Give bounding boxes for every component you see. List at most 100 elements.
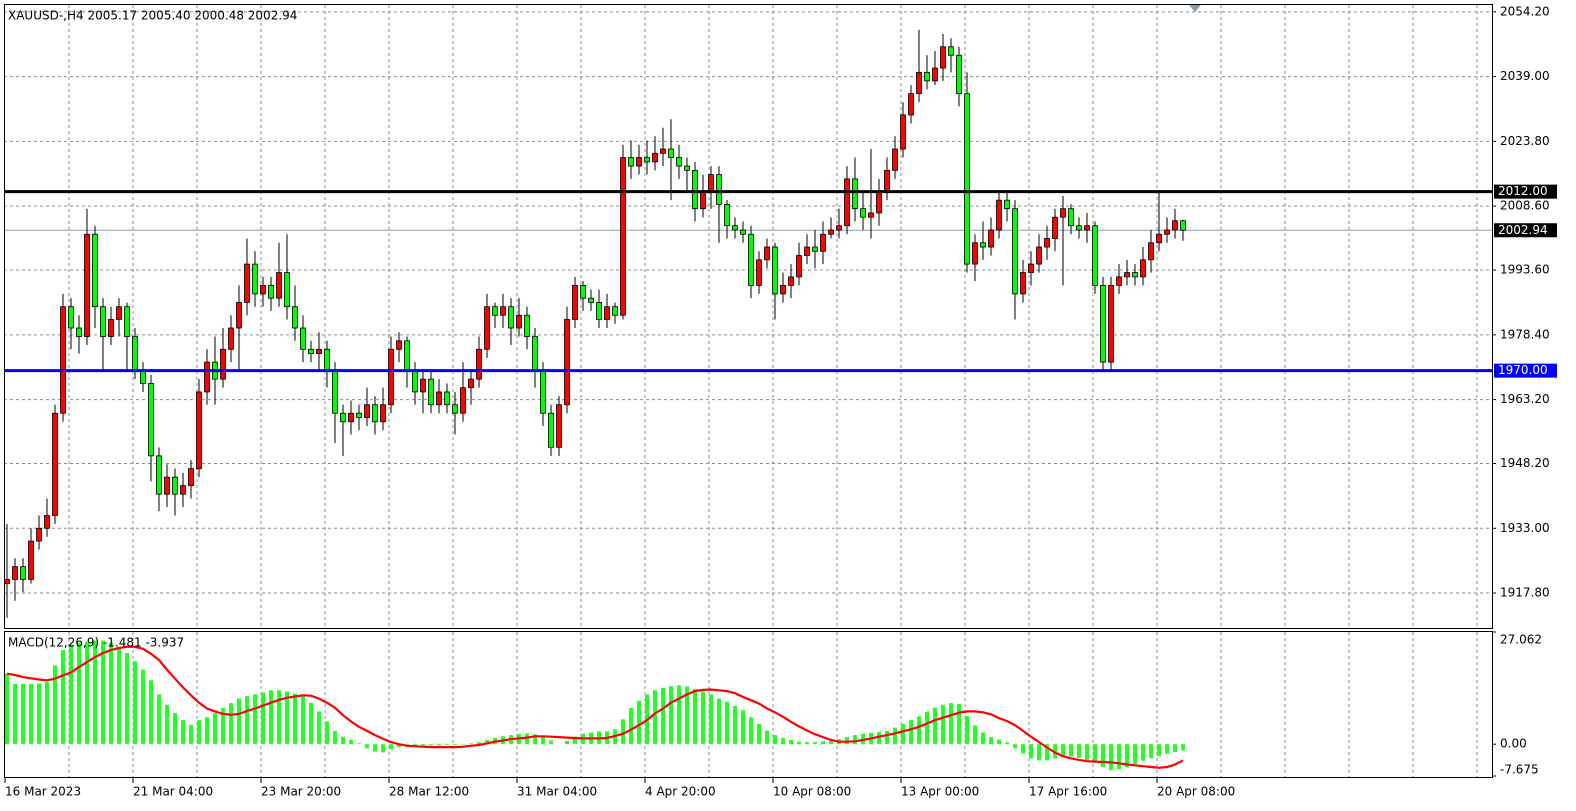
y-tick-label: 1993.60: [1500, 263, 1550, 277]
macd-bar: [213, 713, 217, 745]
candle-body: [564, 319, 570, 406]
macd-bar: [1093, 744, 1097, 763]
macd-bar: [85, 641, 89, 745]
macd-bar: [965, 715, 969, 745]
candle-body: [828, 229, 834, 235]
macd-bar: [733, 706, 737, 745]
candle-body: [676, 157, 682, 167]
candle-body: [716, 174, 722, 205]
candle-body: [484, 306, 490, 350]
macd-bar: [925, 711, 929, 745]
candle-body: [548, 412, 554, 448]
y-tick-label: 2054.20: [1500, 4, 1550, 18]
candle-body: [604, 306, 610, 320]
macd-bar: [333, 730, 337, 745]
candle-body: [124, 306, 130, 337]
candle-body: [428, 378, 434, 406]
candle-body: [1060, 208, 1066, 218]
macd-bar: [349, 740, 353, 745]
macd-bar: [1173, 744, 1177, 753]
candle-body: [324, 348, 330, 372]
macd-bar: [101, 640, 105, 745]
macd-bar: [125, 652, 129, 745]
macd-bar: [397, 744, 401, 748]
macd-bar: [189, 725, 193, 745]
price-title: XAUUSD-,H4 2005.17 2005.40 2000.48 2002.…: [8, 9, 297, 23]
macd-bar: [725, 701, 729, 745]
candle-body: [724, 204, 730, 227]
level-label: 1970.00: [1498, 363, 1548, 377]
macd-bar: [341, 736, 345, 745]
macd-bar: [381, 744, 385, 753]
macd-bar: [173, 713, 177, 745]
macd-bar: [981, 732, 985, 745]
candle-body: [172, 476, 178, 495]
macd-bar: [661, 687, 665, 745]
candle-body: [580, 284, 586, 299]
candle-body: [924, 71, 930, 82]
candle-body: [700, 191, 706, 210]
candle-body: [748, 233, 754, 286]
macd-bar: [389, 744, 393, 750]
macd-bar: [1133, 744, 1137, 765]
macd-bar: [669, 686, 673, 745]
macd-bar: [1045, 744, 1049, 761]
macd-bar: [541, 736, 545, 745]
macd-bar: [917, 716, 921, 745]
candle-body: [556, 404, 562, 448]
macd-bar: [1069, 744, 1073, 757]
macd-bar: [989, 737, 993, 745]
candle-body: [44, 515, 50, 529]
candle-body: [52, 412, 58, 516]
y-tick-label: 1917.80: [1500, 586, 1550, 600]
macd-bar: [1101, 744, 1105, 767]
candle-body: [644, 157, 650, 163]
macd-bar: [893, 727, 897, 745]
macd-bar: [1029, 744, 1033, 759]
macd-bar: [1037, 744, 1041, 761]
candle-body: [340, 412, 346, 423]
candle-body: [188, 468, 194, 487]
macd-bar: [229, 703, 233, 745]
candle-body: [12, 566, 18, 580]
candle-body: [148, 383, 154, 457]
macd-bar: [77, 642, 81, 745]
candle-body: [612, 306, 618, 316]
macd-bar: [1149, 744, 1153, 759]
candle-body: [540, 370, 546, 414]
candle-body: [444, 391, 450, 406]
macd-bar: [325, 721, 329, 745]
macd-bar: [757, 723, 761, 745]
y-tick-label: 1933.00: [1500, 521, 1550, 535]
macd-bar: [117, 646, 121, 745]
candle-body: [156, 455, 162, 495]
shift-marker: [1189, 5, 1201, 12]
macd-bar: [365, 744, 369, 749]
candle-body: [980, 242, 986, 248]
candle-body: [844, 178, 850, 227]
macd-bar: [885, 730, 889, 745]
macd-bar: [1077, 744, 1081, 758]
macd-bar: [1005, 742, 1009, 745]
macd-bar: [773, 735, 777, 745]
candle-body: [84, 233, 90, 337]
macd-bar: [181, 720, 185, 745]
candle-body: [652, 152, 658, 163]
macd-bar: [901, 723, 905, 745]
macd-bar: [357, 743, 361, 745]
macd-bar: [973, 725, 977, 745]
y-tick-label: 1948.20: [1500, 456, 1550, 470]
macd-bar: [549, 740, 553, 745]
macd-bar: [1165, 744, 1169, 754]
macd-bar: [1125, 744, 1129, 767]
candle-body: [404, 340, 410, 372]
candle-body: [268, 284, 274, 299]
macd-bar: [525, 733, 529, 745]
macd-bar: [269, 690, 273, 745]
macd-bar: [629, 708, 633, 745]
macd-bar: [1061, 744, 1065, 757]
macd-bar: [53, 665, 57, 745]
x-tick-label: 10 Apr 08:00: [773, 785, 851, 799]
candle-body: [292, 306, 298, 329]
candle-body: [820, 233, 826, 252]
